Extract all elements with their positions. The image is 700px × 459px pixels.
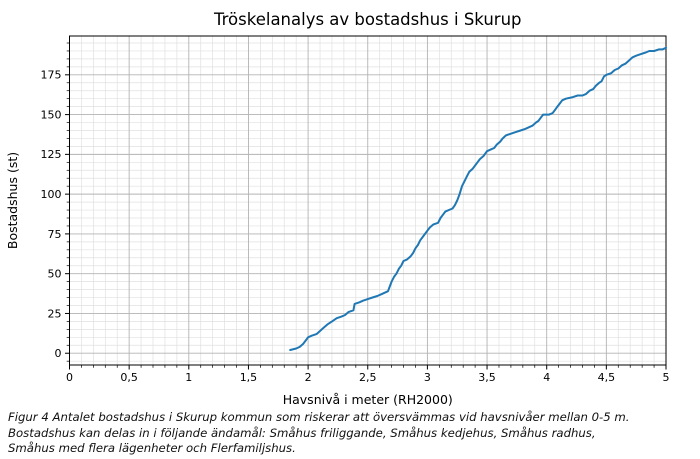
figure-caption: Figur 4 Antalet bostadshus i Skurup komm… [8, 410, 696, 457]
y-tick-label: 50 [48, 268, 62, 281]
x-tick-label: 0,5 [120, 371, 138, 384]
x-tick-label: 1 [185, 371, 192, 384]
y-tick-label: 150 [41, 108, 62, 121]
y-axis-label: Bostadshus (st) [5, 152, 20, 249]
y-tick-label: 100 [41, 188, 62, 201]
x-tick-label: 3 [424, 371, 431, 384]
y-tick-label: 0 [55, 347, 62, 360]
x-tick-label: 5 [663, 371, 670, 384]
x-tick-label: 2 [305, 371, 312, 384]
data-line-bostadshus [289, 46, 667, 351]
plot-frame [69, 35, 667, 366]
x-tick-label: 3,5 [478, 371, 496, 384]
y-tick-label: 175 [41, 69, 62, 82]
axis-ticks [65, 42, 667, 370]
caption-line-1: Figur 4 Antalet bostadshus i Skurup komm… [8, 410, 630, 424]
x-tick-label: 4 [543, 371, 550, 384]
y-tick-label: 75 [48, 228, 62, 241]
caption-line-3: Småhus med flera lägenheter och Flerfami… [8, 441, 296, 456]
x-tick-label: 1,5 [240, 371, 258, 384]
x-tick-label: 0 [66, 371, 73, 384]
x-axis-label: Havsnivå i meter (RH2000) [283, 392, 453, 407]
caption-line-2: Bostadshus kan delas in i följande ändam… [8, 425, 596, 440]
grid-major [69, 36, 667, 365]
line-chart: 0 0,5 1 1,5 2 2,5 3 3,5 4 4,5 50255075100125150175… [5, 10, 670, 407]
data-series [289, 46, 667, 351]
x-tick-label: 4,5 [598, 371, 616, 384]
x-tick-label: 2,5 [359, 371, 377, 384]
chart-title: Tröskelanalys av bostadshus i Skurup [213, 10, 522, 29]
y-tick-label: 25 [48, 307, 62, 320]
y-tick-label: 125 [41, 148, 62, 161]
